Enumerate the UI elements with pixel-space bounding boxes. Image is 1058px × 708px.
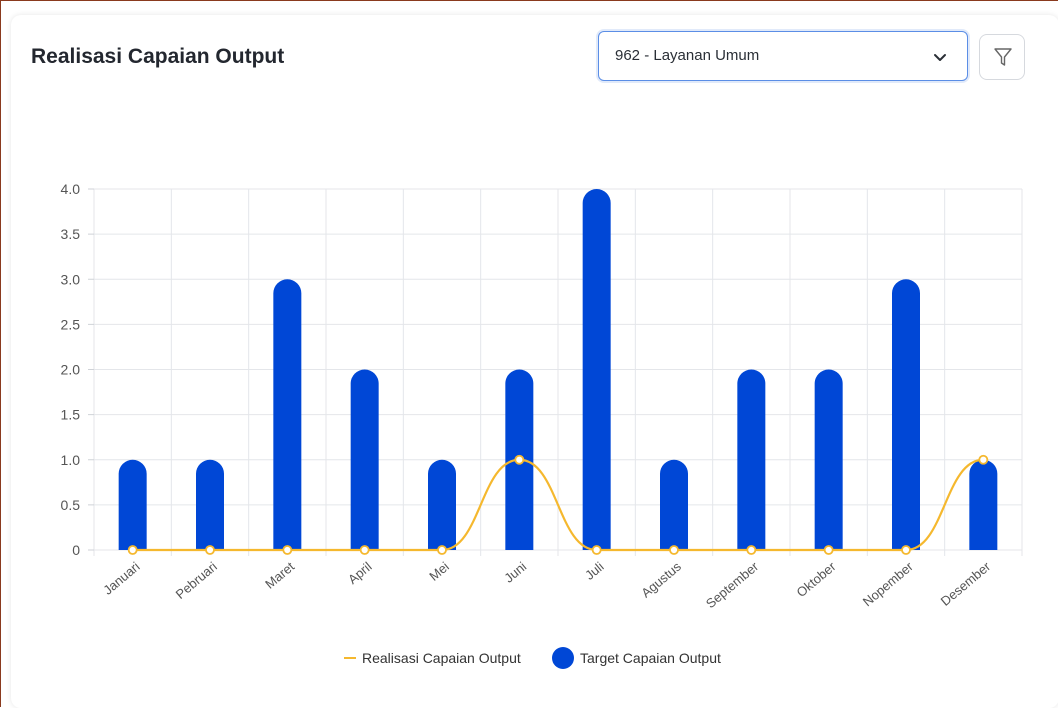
point-juli[interactable] <box>591 545 602 555</box>
chevron-down-icon <box>933 50 947 68</box>
point-desember[interactable] <box>978 454 989 465</box>
bar-januari[interactable] <box>118 459 147 550</box>
line-series <box>127 454 989 555</box>
y-tick-label: 3.0 <box>61 271 81 287</box>
point-april[interactable] <box>359 545 370 555</box>
bar-oktober[interactable] <box>814 369 843 550</box>
filter-icon <box>994 48 1012 66</box>
filter-button[interactable] <box>979 34 1025 80</box>
x-tick-label: Pebruari <box>173 559 220 602</box>
bar-agustus[interactable] <box>660 459 688 550</box>
bar-nopember[interactable] <box>892 279 920 550</box>
legend: Realisasi Capaian Output Target Capaian O… <box>344 647 721 669</box>
x-tick-label: Agustus <box>638 558 684 600</box>
bar-juli[interactable] <box>582 189 611 550</box>
chart-card <box>11 15 1058 708</box>
x-tick-label: Mei <box>426 559 452 584</box>
point-pebruari[interactable] <box>205 545 215 555</box>
y-tick-label: 0.5 <box>61 497 81 513</box>
x-tick-label: April <box>345 559 375 587</box>
point-januari[interactable] <box>127 545 138 555</box>
legend-label-realisasi[interactable]: Realisasi Capaian Output <box>362 650 521 666</box>
y-tick-label: 1.0 <box>61 452 81 468</box>
x-tick-label: Januari <box>100 559 142 598</box>
point-mei[interactable] <box>437 545 447 555</box>
bar-maret[interactable] <box>273 279 302 550</box>
x-tick-label: Desember <box>938 558 994 608</box>
point-oktober[interactable] <box>823 545 834 555</box>
card-title: Realisasi Capaian Output <box>31 45 285 68</box>
y-tick-label: 4.0 <box>61 181 81 197</box>
service-select[interactable]: 962 - Layanan Umum <box>598 31 968 81</box>
legend-label-target[interactable]: Target Capaian Output <box>580 650 721 666</box>
point-juni[interactable] <box>514 454 525 465</box>
chart-grid <box>93 188 1023 556</box>
bar-april[interactable] <box>350 369 379 550</box>
x-axis: Januari Pebruari Maret April Mei Juni Juli Agus… <box>100 558 993 611</box>
point-september[interactable] <box>746 545 757 555</box>
y-axis: 0 0.5 1.0 1.5 2.0 2.5 3.0 3.5 4.0 <box>61 181 94 558</box>
x-tick-label: Maret <box>262 559 297 592</box>
x-tick-label: Juni <box>501 559 529 586</box>
point-agustus[interactable] <box>669 545 679 555</box>
y-tick-label: 2.0 <box>61 362 81 378</box>
x-tick-label: Juli <box>582 559 607 583</box>
bar-pebruari[interactable] <box>196 459 224 550</box>
bar-series <box>118 189 998 550</box>
point-maret[interactable] <box>282 545 293 555</box>
legend-swatch-bar <box>552 647 574 669</box>
bar-mei[interactable] <box>428 459 456 550</box>
x-tick-label: Nopember <box>860 558 917 609</box>
y-tick-label: 1.5 <box>61 407 81 423</box>
point-nopember[interactable] <box>901 545 911 555</box>
bar-desember[interactable] <box>969 459 998 550</box>
bar-september[interactable] <box>737 369 766 550</box>
y-tick-label: 0 <box>72 542 80 558</box>
service-select-value: 962 - Layanan Umum <box>615 47 760 64</box>
x-tick-label: September <box>703 558 762 611</box>
x-tick-label: Oktober <box>794 558 840 600</box>
y-tick-label: 2.5 <box>61 316 81 332</box>
y-tick-label: 3.5 <box>61 226 81 242</box>
